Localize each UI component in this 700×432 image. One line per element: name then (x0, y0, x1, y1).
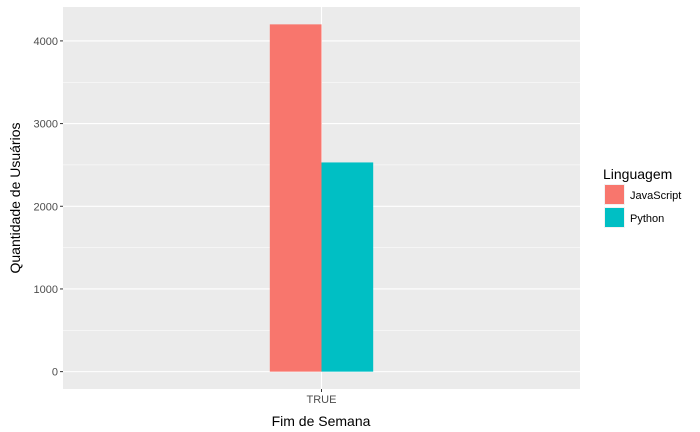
bar-python (321, 162, 374, 372)
y-axis: 0 1000 2000 3000 4000 (34, 36, 63, 379)
x-tick-label: TRUE (307, 394, 337, 406)
legend-label-javascript: JavaScript (630, 190, 681, 202)
y-tick-label: 1000 (34, 284, 58, 296)
y-tick-label: 0 (52, 367, 58, 379)
bars (269, 24, 374, 372)
x-axis-title: Fim de Semana (272, 413, 371, 429)
y-tick-label: 3000 (34, 119, 58, 131)
legend-title: Linguagem (603, 166, 672, 182)
legend: Linguagem JavaScript Python (603, 166, 681, 228)
x-axis: TRUE (307, 389, 337, 406)
legend-swatch-python (605, 208, 624, 227)
y-tick-label: 2000 (34, 201, 58, 213)
legend-swatch-javascript (605, 185, 624, 204)
y-axis-title: Quantidade de Usuários (7, 123, 23, 274)
y-tick-label: 4000 (34, 36, 58, 48)
bar-javascript (269, 24, 322, 372)
legend-label-python: Python (630, 213, 664, 225)
